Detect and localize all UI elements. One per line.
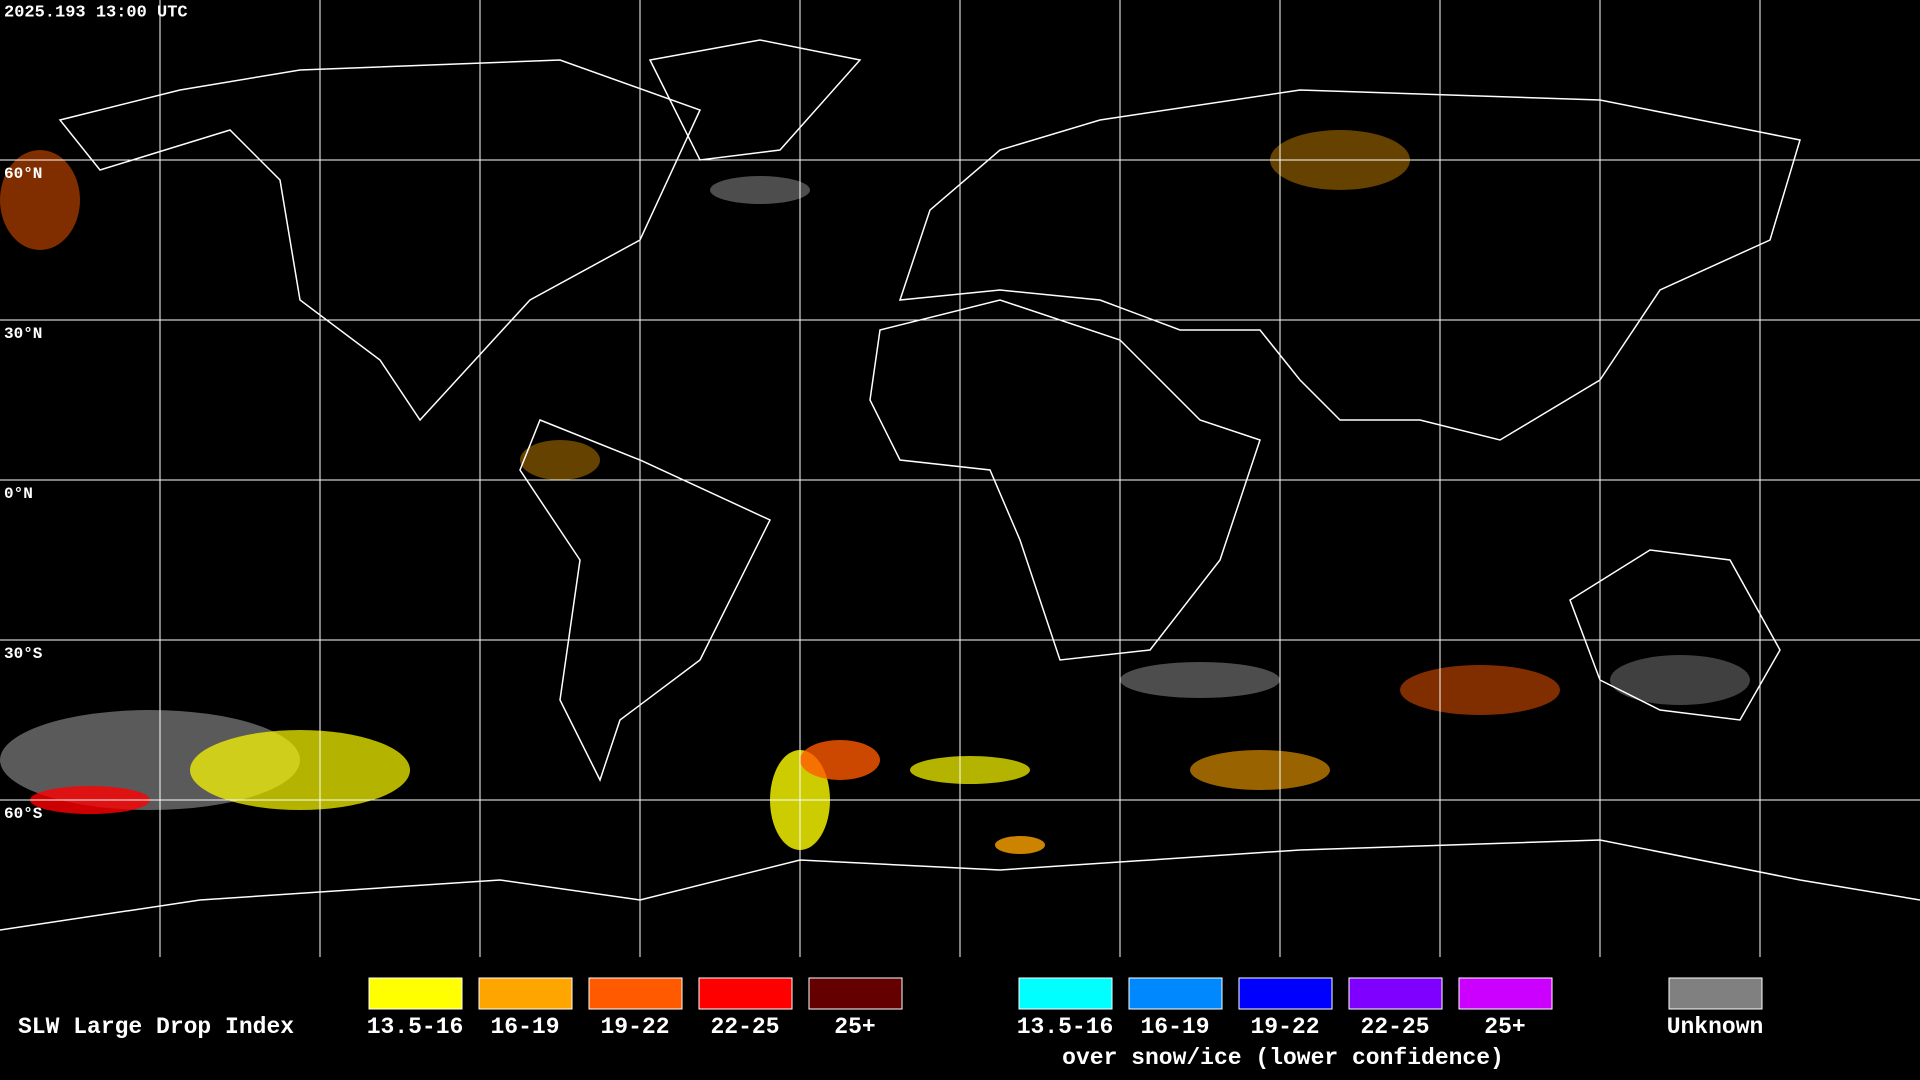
latitude-label: 60°S <box>4 805 43 823</box>
legend-swatch <box>1348 977 1443 1010</box>
legend-swatch <box>1668 977 1763 1010</box>
legend-title: SLW Large Drop Index <box>18 1014 294 1040</box>
coastline <box>58 59 702 422</box>
drop-area <box>520 440 600 480</box>
cloud-field <box>0 130 1750 854</box>
legend-swatch <box>808 977 903 1010</box>
legend-label: 25+ <box>1484 1014 1525 1040</box>
coastline <box>0 839 1920 931</box>
coastline <box>648 39 862 161</box>
legend-label: Unknown <box>1667 1014 1764 1040</box>
legend-label: 13.5-16 <box>1017 1014 1114 1040</box>
drop-area <box>0 150 80 250</box>
legend-panel <box>0 957 1920 1080</box>
coastline <box>519 419 772 782</box>
drop-area <box>995 836 1045 854</box>
legend-label: 22-25 <box>1360 1014 1429 1040</box>
unknown-area <box>710 176 810 204</box>
snow-ice-note: over snow/ice (lower confidence) <box>1062 1045 1504 1071</box>
unknown-area <box>1120 662 1280 698</box>
legend-swatch <box>1128 977 1223 1010</box>
latitude-label: 30°S <box>4 645 43 663</box>
legend-swatch <box>588 977 683 1010</box>
drop-area <box>190 730 410 810</box>
legend-swatch <box>698 977 793 1010</box>
legend-label: 22-25 <box>710 1014 779 1040</box>
legend-label: 19-22 <box>1250 1014 1319 1040</box>
drop-area <box>910 756 1030 784</box>
legend-label: 25+ <box>834 1014 875 1040</box>
drop-area <box>1400 665 1560 715</box>
timestamp: 2025.193 13:00 UTC <box>4 3 188 22</box>
legend-swatch <box>1238 977 1333 1010</box>
legend-label: 16-19 <box>490 1014 559 1040</box>
unknown-area <box>1610 655 1750 705</box>
drop-area <box>800 740 880 780</box>
legend-swatch <box>368 977 463 1010</box>
graticule <box>0 0 1920 957</box>
legend-label: 16-19 <box>1140 1014 1209 1040</box>
legend-label: 19-22 <box>600 1014 669 1040</box>
legend-swatch <box>1018 977 1113 1010</box>
drop-area <box>1190 750 1330 790</box>
legend-swatch <box>1458 977 1553 1010</box>
legend-label: 13.5-16 <box>367 1014 464 1040</box>
latitude-label: 60°N <box>4 165 42 183</box>
legend-swatch <box>478 977 573 1010</box>
latitude-label: 0°N <box>4 485 33 503</box>
latitude-label: 30°N <box>4 325 42 343</box>
